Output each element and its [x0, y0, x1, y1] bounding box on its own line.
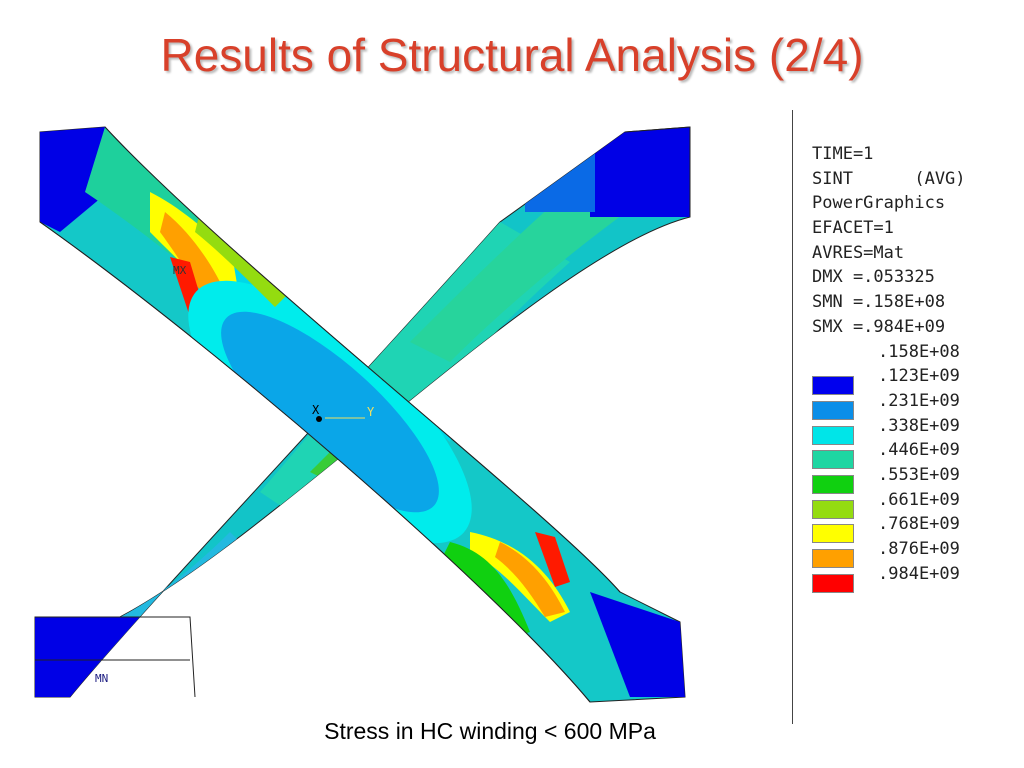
scale-value: .661E+09: [878, 489, 960, 510]
color-swatch: [812, 549, 854, 568]
axis-triad: X Y: [312, 403, 375, 422]
legend-line: TIME=1: [812, 144, 874, 164]
scale-value: .231E+09: [878, 390, 960, 411]
scale-row: .553E+09: [812, 463, 1012, 494]
color-swatch: [812, 425, 854, 445]
color-swatch: [812, 376, 854, 396]
scale-value: .553E+09: [878, 464, 960, 485]
scale-value: .123E+09: [878, 366, 960, 387]
legend-line: DMX =.053325: [812, 267, 935, 288]
color-swatch: [812, 499, 854, 519]
divider-line: [792, 110, 793, 724]
scale-row: .876E+09: [812, 537, 1012, 568]
scale-value: .768E+09: [878, 514, 960, 535]
color-swatch: [812, 400, 854, 420]
legend-line: SMX =.984E+09: [812, 316, 946, 337]
color-swatch: [812, 474, 854, 494]
winding-band-a: [39, 126, 686, 703]
scale-value: .158E+08: [878, 341, 960, 362]
scale-row: .338E+09: [812, 414, 1012, 445]
color-swatch: [812, 573, 854, 593]
stress-contour-plot: MX MN X Y: [34, 126, 691, 703]
scale-row: .446E+09: [812, 438, 1012, 470]
scale-value: .984E+09: [878, 563, 960, 584]
scale-row: .661E+09: [812, 488, 1012, 519]
scale-row: .231E+09: [812, 389, 1012, 420]
scale-row: .984E+09: [812, 562, 1012, 593]
slide-caption: Stress in HC winding < 600 MPa: [324, 718, 656, 744]
axis-y-label: Y: [367, 405, 375, 419]
scale-value: .876E+09: [878, 539, 960, 559]
max-label: MX: [173, 264, 187, 277]
legend-line: SMN =.158E+08: [812, 292, 946, 313]
color-swatch: [812, 524, 854, 544]
contour-legend: TIME=1 SINT (AVG) PowerGraphics EFACET=1…: [812, 142, 1012, 593]
scale-row: .768E+09: [812, 512, 1012, 544]
scale-row: .123E+09: [812, 364, 1012, 396]
color-swatch: [812, 450, 854, 470]
scale-value: .446E+09: [878, 440, 960, 461]
axis-x-label: X: [312, 403, 320, 417]
scale-value: .338E+09: [878, 415, 960, 436]
legend-line: AVRES=Mat: [812, 242, 905, 263]
min-label: MN: [95, 672, 108, 685]
legend-line: EFACET=1: [812, 218, 894, 239]
legend-line: SINT (AVG): [812, 168, 966, 189]
legend-line: PowerGraphics: [812, 193, 946, 214]
scale-row: .158E+08: [812, 340, 1012, 365]
slide-title: Results of Structural Analysis (2/4): [160, 29, 864, 81]
color-scale: .158E+08 .123E+09 .231E+09 .338E+09 .446…: [812, 340, 1012, 593]
